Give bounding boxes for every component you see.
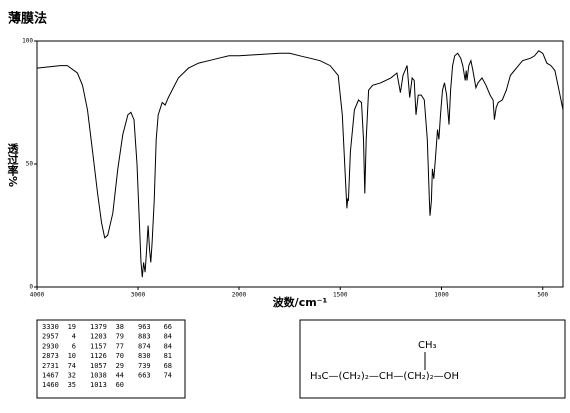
peak-transmittance: 4 (72, 333, 76, 341)
peak-wavenumber: 883 (138, 333, 151, 341)
plot-frame (36, 40, 564, 288)
peak-transmittance: 68 (164, 362, 172, 370)
peak-transmittance: 84 (164, 342, 172, 350)
x-tick-label: 3000 (131, 292, 146, 299)
y-tick-label: 50 (26, 161, 34, 168)
peak-wavenumber: 1126 (90, 352, 107, 360)
peak-transmittance: 81 (164, 352, 172, 360)
peak-wavenumber: 2957 (42, 333, 59, 341)
spectrum (36, 50, 564, 278)
peak-transmittance: 19 (68, 323, 76, 331)
peak-wavenumber: 1038 (90, 372, 107, 380)
peak-wavenumber: 1460 (42, 381, 59, 389)
peak-wavenumber: 1379 (90, 323, 107, 331)
peak-transmittance: 60 (116, 381, 124, 389)
x-axis-label: 波数/cm⁻¹ (273, 295, 328, 309)
peak-wavenumber: 2930 (42, 342, 59, 350)
peak-wavenumber: 739 (138, 362, 151, 370)
peak-transmittance: 79 (116, 333, 124, 341)
peak-wavenumber: 2873 (42, 352, 59, 360)
peak-transmittance: 6 (72, 342, 76, 350)
peak-wavenumber: 663 (138, 372, 151, 380)
x-tick-label: 1000 (434, 292, 449, 299)
peak-wavenumber: 1057 (90, 362, 107, 370)
structure-formula: H₃C—(CH₂)₂—CH—(CH₂)₂—OH (310, 371, 459, 382)
peak-transmittance: 84 (164, 333, 172, 341)
structure-box (299, 319, 566, 399)
peak-wavenumber: 963 (138, 323, 151, 331)
peak-table-box (36, 319, 186, 399)
peak-transmittance: 44 (116, 372, 124, 380)
peak-transmittance: 38 (116, 323, 124, 331)
x-tick-label: 500 (537, 292, 548, 299)
peak-wavenumber: 3330 (42, 323, 59, 331)
x-tick-label: 1500 (333, 292, 348, 299)
peak-transmittance: 74 (68, 362, 76, 370)
peak-wavenumber: 1467 (42, 372, 59, 380)
peak-wavenumber: 1203 (90, 333, 107, 341)
peak-transmittance: 32 (68, 372, 76, 380)
x-tick-label: 4000 (30, 292, 45, 299)
peak-transmittance: 29 (116, 362, 124, 370)
page-title: 薄膜法 (8, 11, 47, 27)
y-axis-label: 透过率% (6, 143, 19, 187)
peak-wavenumber: 1157 (90, 342, 107, 350)
peak-transmittance: 10 (68, 352, 76, 360)
peak-transmittance: 70 (116, 352, 124, 360)
peak-wavenumber: 1013 (90, 381, 107, 389)
peak-transmittance: 77 (116, 342, 124, 350)
x-tick-label: 2000 (232, 292, 247, 299)
y-tick-label: 0 (29, 284, 33, 291)
structure-branch: CH₃ (418, 340, 437, 351)
peak-transmittance: 66 (164, 323, 172, 331)
peak-transmittance: 74 (164, 372, 172, 380)
peak-wavenumber: 874 (138, 342, 151, 350)
y-tick-label: 100 (22, 38, 33, 45)
peak-transmittance: 35 (68, 381, 76, 389)
peak-wavenumber: 830 (138, 352, 151, 360)
peak-wavenumber: 2731 (42, 362, 59, 370)
